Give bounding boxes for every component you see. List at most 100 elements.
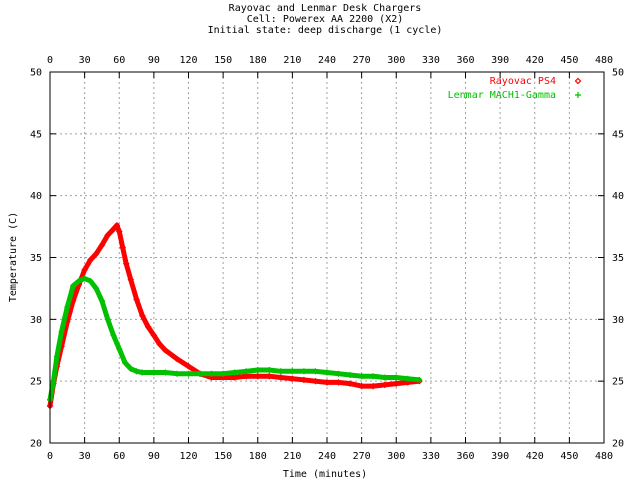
series-rayovac (46, 221, 423, 410)
chart-title-line-1: Rayovac and Lenmar Desk Chargers (229, 3, 422, 14)
x-tick-label-bottom: 480 (595, 451, 613, 462)
data-point (150, 332, 158, 339)
data-point (162, 369, 169, 376)
data-point (347, 371, 354, 378)
data-point (127, 276, 135, 284)
data-point (144, 323, 152, 331)
data-point (87, 277, 94, 284)
data-point (197, 370, 204, 377)
x-tick-label-top: 120 (179, 55, 197, 66)
grid-lines (50, 72, 604, 443)
data-point (98, 241, 106, 249)
data-point (265, 372, 273, 380)
x-tick-label-bottom: 210 (283, 451, 301, 462)
data-point (277, 374, 285, 381)
data-point (231, 374, 239, 381)
data-point (358, 382, 365, 390)
data-point (92, 250, 100, 258)
data-point (231, 369, 238, 376)
data-point (133, 368, 140, 375)
y-tick-label-left: 25 (30, 377, 42, 388)
x-axis-label: Time (minutes) (283, 469, 367, 480)
data-point (381, 381, 389, 389)
x-tick-label-bottom: 330 (422, 451, 440, 462)
data-point (254, 367, 261, 374)
x-tick-label-top: 450 (560, 55, 578, 66)
data-point (358, 373, 365, 380)
chart-title-line-2: Cell: Powerex AA 2200 (X2) (247, 14, 404, 25)
x-tick-label-top: 90 (148, 55, 160, 66)
data-point (53, 353, 60, 360)
data-point (254, 372, 262, 380)
data-point (416, 376, 423, 383)
data-point (312, 377, 319, 385)
data-point (404, 375, 411, 382)
chart-title-line-3: Initial state: deep discharge (1 cycle) (208, 25, 443, 36)
x-tick-label-top: 480 (595, 55, 613, 66)
y-tick-label-left: 20 (30, 439, 42, 450)
plot-frame (49, 71, 605, 444)
x-tick-label-bottom: 0 (47, 451, 53, 462)
data-point (392, 380, 400, 387)
data-point (220, 370, 227, 377)
data-point (208, 374, 215, 381)
legend-label-rayovac: Rayovac PS4 (490, 76, 556, 87)
data-point (208, 370, 215, 377)
x-tick-label-bottom: 420 (526, 451, 544, 462)
x-tick-label-bottom: 30 (79, 451, 91, 462)
x-tick-label-bottom: 180 (249, 451, 267, 462)
x-tick-label-top: 60 (113, 55, 125, 66)
x-tick-label-top: 300 (387, 55, 405, 66)
data-point (173, 355, 181, 363)
y-tick-label-left: 35 (30, 253, 42, 264)
data-point (104, 316, 111, 323)
y-tick-label-left: 40 (30, 191, 42, 202)
data-point (312, 368, 319, 375)
series-layer (46, 221, 423, 410)
data-point (370, 373, 377, 380)
data-point (50, 378, 57, 385)
data-point (156, 340, 163, 348)
x-tick-label-bottom: 360 (456, 451, 474, 462)
x-tick-label-top: 330 (422, 55, 440, 66)
data-point (393, 374, 400, 381)
data-point (346, 380, 354, 387)
data-point (110, 225, 117, 233)
x-tick-label-bottom: 150 (214, 451, 232, 462)
x-tick-label-top: 30 (79, 55, 91, 66)
data-point (75, 277, 82, 284)
data-point (116, 346, 123, 353)
data-point (173, 370, 180, 377)
data-point (381, 374, 388, 381)
data-point (113, 221, 121, 229)
data-point (81, 266, 88, 274)
y-tick-label-right: 35 (612, 253, 624, 264)
x-tick-label-top: 270 (353, 55, 371, 66)
data-point (219, 374, 227, 381)
y-tick-label-right: 40 (612, 191, 624, 202)
legend-marker-rayovac (574, 77, 582, 85)
data-point (404, 379, 412, 386)
x-tick-label-bottom: 60 (113, 451, 125, 462)
data-point (64, 303, 71, 310)
data-point (185, 362, 192, 370)
data-point (93, 285, 100, 292)
data-point (242, 372, 250, 380)
data-point (289, 368, 296, 375)
y-tick-label-right: 45 (612, 129, 624, 140)
data-point (289, 375, 296, 383)
y-tick-label-left: 45 (30, 129, 42, 140)
data-point (98, 297, 105, 304)
data-point (127, 365, 134, 372)
data-point (122, 260, 130, 268)
y-tick-label-right: 50 (612, 68, 624, 79)
x-tick-label-top: 150 (214, 55, 232, 66)
legend: Rayovac PS4 Lenmar MACH1-Gamma (448, 76, 582, 101)
data-point (119, 244, 127, 251)
x-tick-label-bottom: 90 (148, 451, 160, 462)
data-point (138, 312, 146, 319)
data-point (58, 328, 65, 335)
data-point (324, 369, 330, 376)
axis-ticks: 0 0 30 30 60 60 90 90 120 120 150 150 180 180 210 210 24… (30, 55, 624, 462)
